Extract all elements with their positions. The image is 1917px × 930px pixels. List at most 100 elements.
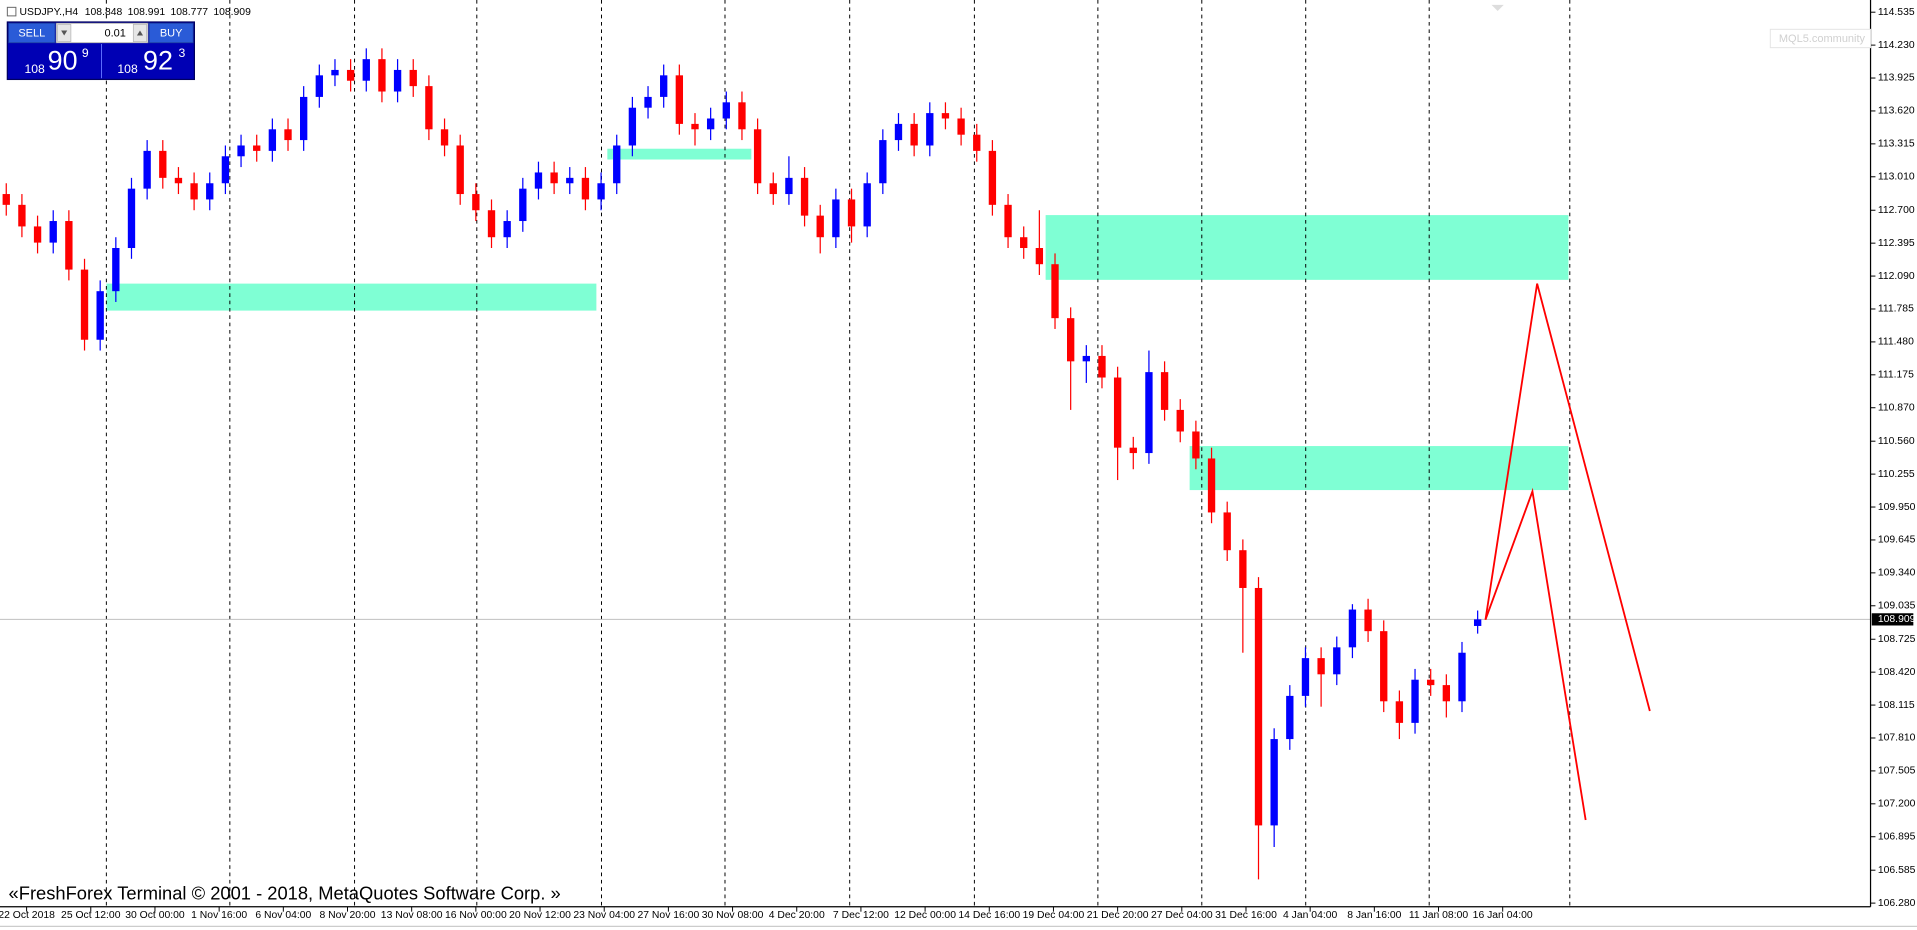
x-tick-label: 12 Dec 00:00 [894,910,956,921]
candle-body [550,172,558,184]
candle-body [18,204,26,227]
candle-body [253,145,261,151]
candle-body [1082,355,1090,362]
candle-body [409,69,417,87]
x-tick-label: 21 Dec 20:00 [1087,910,1149,921]
candle-body [1427,679,1435,686]
candles [2,48,1482,880]
x-tick-label: 4 Jan 04:00 [1283,910,1337,921]
x-tick-label: 16 Jan 04:00 [1473,910,1533,921]
x-tick-label: 30 Oct 00:00 [125,910,185,921]
candle-body [346,69,355,81]
y-tick-label: 113.010 [1878,172,1915,183]
candle-body [1473,619,1482,626]
candle-body [738,102,746,130]
x-tick-label: 20 Nov 12:00 [509,910,571,921]
buy-price-pips[interactable]: 92 [143,45,173,75]
candle-body [597,183,605,200]
x-tick-label: 22 Oct 2018 [0,910,55,921]
projection-line [1484,487,1587,821]
candle-body [1442,685,1451,702]
candle-body [753,129,762,184]
sell-label[interactable]: SELL [18,28,45,40]
y-tick-label: 112.090 [1878,271,1915,282]
y-tick-label: 108.725 [1878,634,1916,645]
candle-body [894,123,903,141]
candle-body [1254,587,1263,826]
open-price: 108.848 [85,7,123,18]
candle-body [1286,695,1294,740]
close-price: 108.909 [213,7,251,18]
x-tick-label: 8 Jan 16:00 [1347,910,1401,921]
candle-body [1098,355,1106,378]
candle-body [628,107,637,146]
candle-body [440,129,449,146]
candle-body [1192,431,1200,459]
candle-body [174,177,183,184]
sell-button[interactable] [8,22,56,44]
candle-body [566,177,574,184]
sell-price-point[interactable]: 9 [82,46,89,60]
candle-body [519,188,527,222]
sell-price-pips[interactable]: 90 [48,45,78,75]
zones [106,148,1569,491]
y-tick-label: 108.420 [1878,667,1916,678]
y-tick-label: 109.950 [1878,502,1916,513]
candle-body [112,248,120,292]
y-tick-label: 107.200 [1878,799,1916,810]
candle-body [284,129,292,141]
x-tick-label: 25 Oct 12:00 [61,910,121,921]
candle-body [378,59,386,92]
candle-body [96,291,104,340]
y-tick-label: 110.255 [1878,469,1915,480]
candle-body [926,113,934,146]
watermark-box [1769,28,1872,49]
low-price: 108.777 [170,7,208,18]
lot-down-arrow [61,30,68,36]
candle-body [1223,512,1231,551]
candle-body [456,145,464,195]
buy-price-point[interactable]: 3 [178,46,185,60]
candle-body [816,215,824,238]
candle-body [973,134,981,151]
x-tick-label: 14 Dec 16:00 [958,910,1020,921]
candle-body [957,118,965,135]
bid-label: 108.909 [1878,614,1916,625]
y-tick-label: 106.895 [1878,831,1916,842]
zone [106,283,597,311]
candle-body [1239,550,1247,588]
candle-body [237,145,245,157]
candle-body [1020,237,1028,249]
candle-body [832,199,840,238]
sell-price-big[interactable]: 108 [24,62,45,76]
copyright: «FreshForex Terminal © 2001 - 2018, Meta… [9,882,561,903]
x-tick-label: 6 Nov 04:00 [255,910,311,921]
buy-button[interactable] [148,22,194,44]
candle-body [1348,609,1357,648]
candle-body [268,129,277,151]
y-tick-label: 111.480 [1878,337,1914,348]
candle-body [1113,377,1122,448]
y-tick-label: 109.340 [1878,568,1916,579]
x-tick-label: 7 Dec 12:00 [833,910,889,921]
candle-body [863,183,871,227]
candle-body [1380,631,1388,702]
candle-body [1411,679,1419,723]
candle-body [2,194,10,205]
candle-body [1176,409,1184,432]
lot-field[interactable] [55,22,149,44]
lot-value[interactable]: 0.01 [104,28,125,40]
candle-body [221,156,230,184]
watermark: MQL5.community [1779,33,1866,45]
buy-label[interactable]: BUY [160,28,183,40]
x-tick-label: 19 Dec 04:00 [1023,910,1085,921]
y-tick-label: 114.535 [1878,7,1915,18]
candle-body [362,59,370,81]
shift-marker [1491,4,1504,11]
y-tick-label: 111.175 [1878,370,1914,381]
candle-body [503,221,511,238]
buy-price-big[interactable]: 108 [117,62,138,76]
y-tick-label: 112.395 [1878,238,1915,249]
